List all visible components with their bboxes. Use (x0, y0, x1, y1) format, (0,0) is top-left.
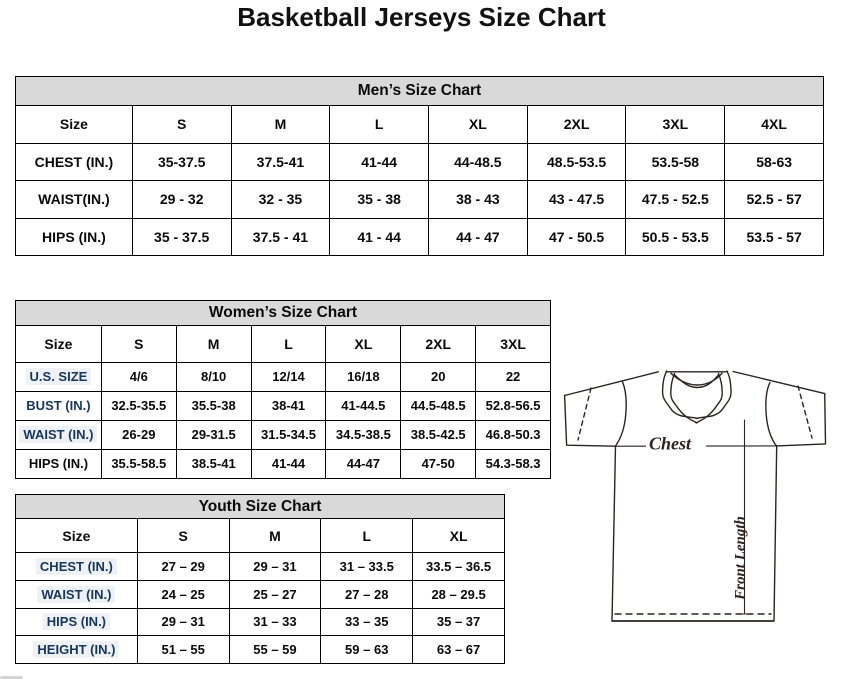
svg-text:Chest: Chest (649, 434, 692, 454)
svg-text:Front Length: Front Length (733, 516, 749, 601)
